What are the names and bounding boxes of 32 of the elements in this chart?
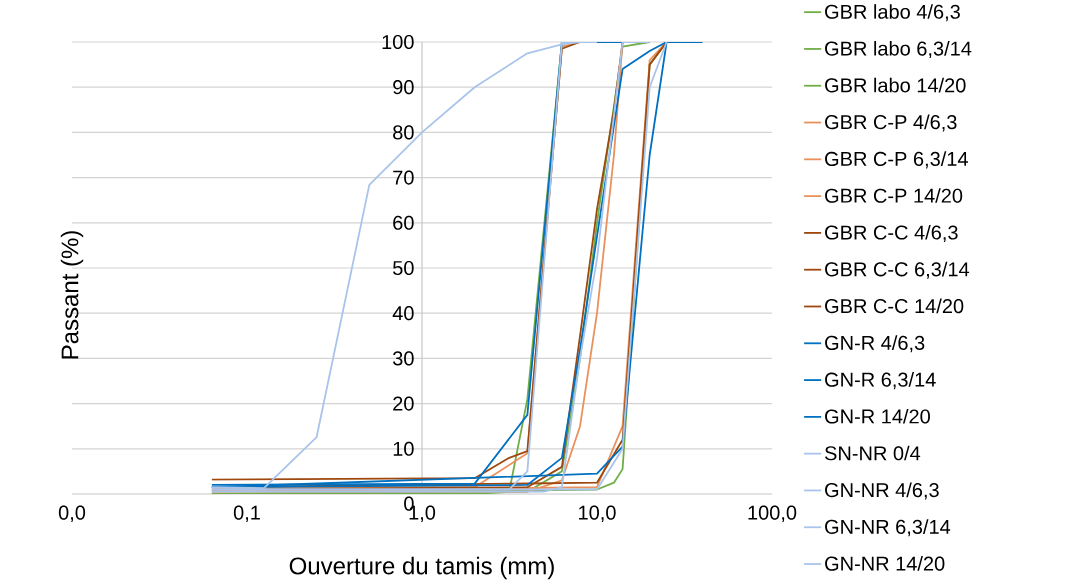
legend-label: GN-R 4/6,3 [825,335,925,353]
legend-label: GBR C-C 6,3/14 [825,261,970,279]
legend-label: GBR labo 6,3/14 [825,40,972,58]
y-tick-label: 80 [393,125,414,140]
y-axis-title: Passant (%) [60,231,84,359]
legend-label: GBR C-P 4/6,3 [825,114,957,132]
x-axis-title: Ouverture du tamis (mm) [289,556,554,580]
y-tick-label: 70 [393,170,414,185]
legend-label: GN-R 6,3/14 [825,372,936,390]
x-tick-label: 0,0 [58,505,86,523]
y-tick-label: 20 [393,396,414,411]
legend-label: GN-NR 4/6,3 [825,482,939,500]
x-tick-label: 0,1 [233,505,260,523]
legend-label: SN-NR 0/4 [824,445,921,461]
legend-label: GBR C-C 4/6,3 [825,224,958,242]
legend-label: GN-R 14/20 [825,408,930,424]
y-tick-label: 100 [382,34,414,50]
legend-label: GBR labo 14/20 [825,77,966,93]
y-tick-label: 50 [393,260,414,276]
legend-label: GBR C-P 6,3/14 [825,151,968,169]
y-tick-label: 40 [392,306,414,321]
legend-label: GN-NR 14/20 [825,556,945,571]
x-tick-label: 100,0 [748,505,797,523]
y-tick-label: 10 [393,441,414,456]
x-tick-label: 10,0 [579,505,616,523]
legend-label: GBR labo 4/6,3 [825,4,960,22]
y-tick-label: 30 [392,351,414,366]
y-tick-label: 90 [393,80,414,95]
legend-label: GN-NR 6,3/14 [825,519,951,537]
legend-label: GBR C-P 14/20 [825,188,963,203]
y-tick-label: 60 [393,215,414,230]
legend-label: GBR C-C 14/20 [825,298,964,314]
